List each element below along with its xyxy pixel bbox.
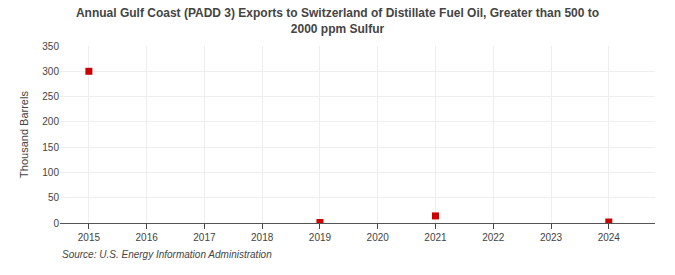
svg-text:Thousand Barrels: Thousand Barrels [18, 91, 30, 178]
svg-text:2019: 2019 [309, 232, 332, 243]
svg-text:0: 0 [53, 218, 59, 229]
svg-text:300: 300 [42, 66, 59, 77]
svg-text:2021: 2021 [424, 232, 447, 243]
svg-text:2015: 2015 [78, 232, 101, 243]
svg-text:2024: 2024 [598, 232, 621, 243]
svg-text:Source: U.S. Energy Informatio: Source: U.S. Energy Information Administ… [62, 249, 272, 260]
svg-text:350: 350 [42, 41, 59, 52]
svg-text:200: 200 [42, 116, 59, 127]
svg-text:2017: 2017 [193, 232, 216, 243]
svg-text:2020: 2020 [367, 232, 390, 243]
svg-text:150: 150 [42, 142, 59, 153]
svg-text:2023: 2023 [540, 232, 563, 243]
svg-text:50: 50 [48, 192, 60, 203]
svg-text:Annual Gulf Coast (PADD 3) Exp: Annual Gulf Coast (PADD 3) Exports to Sw… [76, 6, 599, 36]
svg-text:2022: 2022 [482, 232, 505, 243]
svg-text:2018: 2018 [251, 232, 274, 243]
svg-text:2016: 2016 [136, 232, 159, 243]
svg-text:100: 100 [42, 167, 59, 178]
svg-text:250: 250 [42, 91, 59, 102]
